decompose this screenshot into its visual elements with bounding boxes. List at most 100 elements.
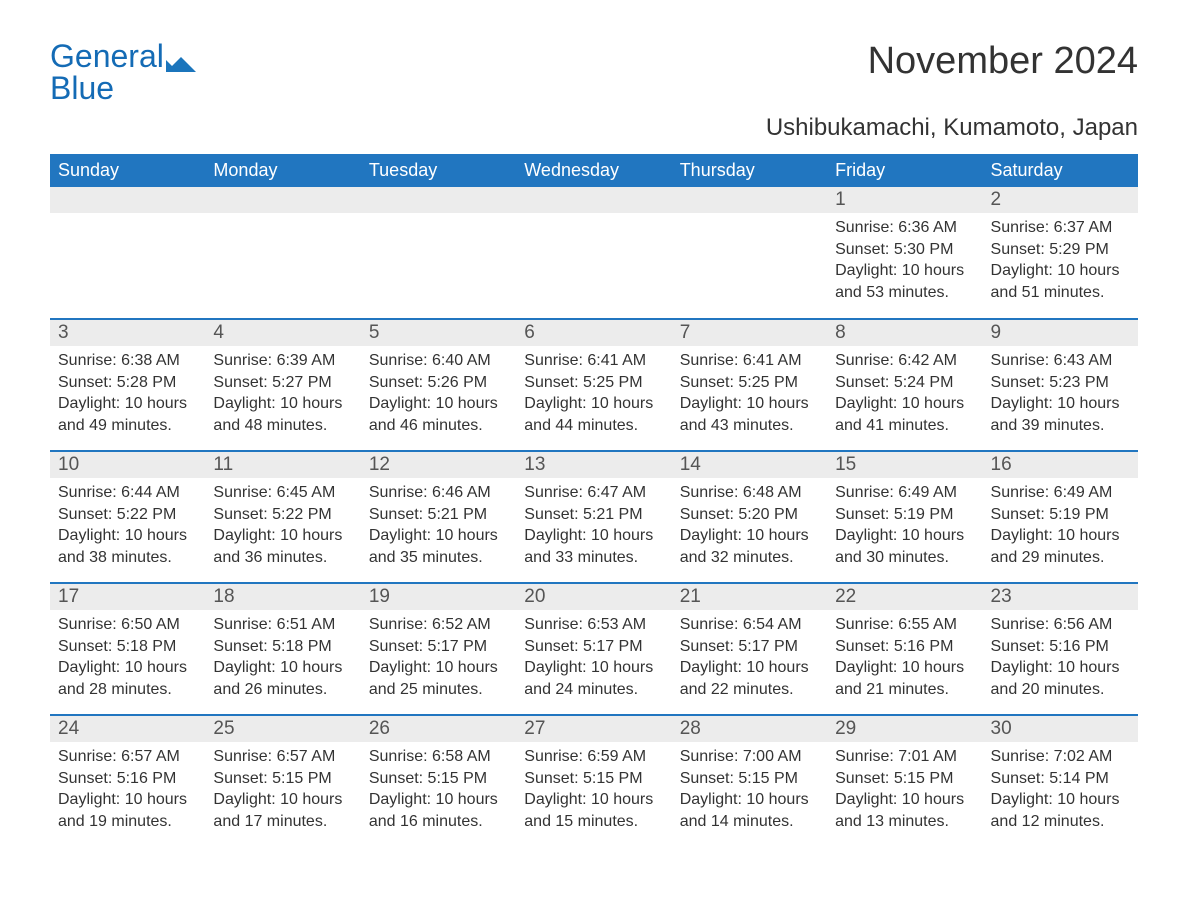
sunset-text: Sunset: 5:15 PM — [835, 768, 974, 790]
day-details: Sunrise: 6:48 AMSunset: 5:20 PMDaylight:… — [672, 478, 827, 576]
day-details: Sunrise: 6:41 AMSunset: 5:25 PMDaylight:… — [672, 346, 827, 444]
daylight-text: Daylight: 10 hours and 15 minutes. — [524, 789, 663, 832]
day-header: Thursday — [672, 154, 827, 187]
sunset-text: Sunset: 5:15 PM — [213, 768, 352, 790]
sunrise-text: Sunrise: 6:41 AM — [680, 350, 819, 372]
day-number: 14 — [672, 452, 827, 478]
page-title: November 2024 — [868, 40, 1138, 83]
daylight-text: Daylight: 10 hours and 49 minutes. — [58, 393, 197, 436]
sunrise-text: Sunrise: 7:00 AM — [680, 746, 819, 768]
calendar-week-row: 17Sunrise: 6:50 AMSunset: 5:18 PMDayligh… — [50, 583, 1138, 715]
daylight-text: Daylight: 10 hours and 39 minutes. — [991, 393, 1130, 436]
logo-text-blue: Blue — [50, 70, 114, 106]
day-header: Wednesday — [516, 154, 671, 187]
daylight-text: Daylight: 10 hours and 20 minutes. — [991, 657, 1130, 700]
sunset-text: Sunset: 5:22 PM — [58, 504, 197, 526]
day-details: Sunrise: 6:40 AMSunset: 5:26 PMDaylight:… — [361, 346, 516, 444]
sunrise-text: Sunrise: 6:46 AM — [369, 482, 508, 504]
sunset-text: Sunset: 5:15 PM — [524, 768, 663, 790]
sunrise-text: Sunrise: 7:01 AM — [835, 746, 974, 768]
day-number: 3 — [50, 320, 205, 346]
calendar-cell: 2Sunrise: 6:37 AMSunset: 5:29 PMDaylight… — [983, 187, 1138, 319]
sunset-text: Sunset: 5:24 PM — [835, 372, 974, 394]
sunset-text: Sunset: 5:25 PM — [680, 372, 819, 394]
day-details: Sunrise: 6:53 AMSunset: 5:17 PMDaylight:… — [516, 610, 671, 708]
sunrise-text: Sunrise: 6:54 AM — [680, 614, 819, 636]
day-details: Sunrise: 6:50 AMSunset: 5:18 PMDaylight:… — [50, 610, 205, 708]
sunset-text: Sunset: 5:27 PM — [213, 372, 352, 394]
calendar-week-row: 3Sunrise: 6:38 AMSunset: 5:28 PMDaylight… — [50, 319, 1138, 451]
calendar-cell: 19 Sunrise: 6:52 AMSunset: 5:17 PMDayligh… — [361, 583, 516, 715]
sunset-text: Sunset: 5:28 PM — [58, 372, 197, 394]
calendar-table: SundayMondayTuesdayWednesdayThursdayFrid… — [50, 154, 1138, 847]
sunrise-text: Sunrise: 6:57 AM — [58, 746, 197, 768]
calendar-cell: 24Sunrise: 6:57 AMSunset: 5:16 PMDayligh… — [50, 715, 205, 847]
calendar-cell: 6Sunrise: 6:41 AMSunset: 5:25 PMDaylight… — [516, 319, 671, 451]
day-number: 11 — [205, 452, 360, 478]
sunrise-text: Sunrise: 6:41 AM — [524, 350, 663, 372]
day-number: 18 — [205, 584, 360, 610]
sunrise-text: Sunrise: 6:52 AM — [369, 614, 508, 636]
sunrise-text: Sunrise: 6:48 AM — [680, 482, 819, 504]
day-details: Sunrise: 7:02 AMSunset: 5:14 PMDaylight:… — [983, 742, 1138, 840]
day-number: 19 — [361, 584, 516, 610]
daylight-text: Daylight: 10 hours and 16 minutes. — [369, 789, 508, 832]
calendar-cell — [361, 187, 516, 319]
sunset-text: Sunset: 5:17 PM — [369, 636, 508, 658]
daylight-text: Daylight: 10 hours and 38 minutes. — [58, 525, 197, 568]
day-number: 27 — [516, 716, 671, 742]
day-details: Sunrise: 6:51 AMSunset: 5:18 PMDaylight:… — [205, 610, 360, 708]
day-details: Sunrise: 6:44 AMSunset: 5:22 PMDaylight:… — [50, 478, 205, 576]
calendar-cell: 17Sunrise: 6:50 AMSunset: 5:18 PMDayligh… — [50, 583, 205, 715]
day-details: Sunrise: 6:39 AMSunset: 5:27 PMDaylight:… — [205, 346, 360, 444]
calendar-cell: 16Sunrise: 6:49 AMSunset: 5:19 PMDayligh… — [983, 451, 1138, 583]
calendar-cell: 9Sunrise: 6:43 AMSunset: 5:23 PMDaylight… — [983, 319, 1138, 451]
daylight-text: Daylight: 10 hours and 46 minutes. — [369, 393, 508, 436]
sunrise-text: Sunrise: 6:38 AM — [58, 350, 197, 372]
calendar-cell: 11Sunrise: 6:45 AMSunset: 5:22 PMDayligh… — [205, 451, 360, 583]
day-number: 9 — [983, 320, 1138, 346]
daylight-text: Daylight: 10 hours and 32 minutes. — [680, 525, 819, 568]
daylight-text: Daylight: 10 hours and 51 minutes. — [991, 260, 1130, 303]
calendar-cell: 14Sunrise: 6:48 AMSunset: 5:20 PMDayligh… — [672, 451, 827, 583]
calendar-cell: 15Sunrise: 6:49 AMSunset: 5:19 PMDayligh… — [827, 451, 982, 583]
sunrise-text: Sunrise: 6:50 AM — [58, 614, 197, 636]
day-number-empty — [205, 187, 360, 213]
calendar-cell: 20Sunrise: 6:53 AMSunset: 5:17 PMDayligh… — [516, 583, 671, 715]
sunset-text: Sunset: 5:23 PM — [991, 372, 1130, 394]
calendar-cell: 22Sunrise: 6:55 AMSunset: 5:16 PMDayligh… — [827, 583, 982, 715]
sunset-text: Sunset: 5:22 PM — [213, 504, 352, 526]
calendar-cell: 1Sunrise: 6:36 AMSunset: 5:30 PMDaylight… — [827, 187, 982, 319]
daylight-text: Daylight: 10 hours and 48 minutes. — [213, 393, 352, 436]
day-number: 7 — [672, 320, 827, 346]
day-header-row: SundayMondayTuesdayWednesdayThursdayFrid… — [50, 154, 1138, 187]
sunset-text: Sunset: 5:20 PM — [680, 504, 819, 526]
daylight-text: Daylight: 10 hours and 13 minutes. — [835, 789, 974, 832]
day-details: Sunrise: 6:46 AMSunset: 5:21 PMDaylight:… — [361, 478, 516, 576]
sunrise-text: Sunrise: 6:37 AM — [991, 217, 1130, 239]
calendar-cell: 8Sunrise: 6:42 AMSunset: 5:24 PMDaylight… — [827, 319, 982, 451]
daylight-text: Daylight: 10 hours and 19 minutes. — [58, 789, 197, 832]
day-number: 22 — [827, 584, 982, 610]
sunrise-text: Sunrise: 6:57 AM — [213, 746, 352, 768]
sunset-text: Sunset: 5:30 PM — [835, 239, 974, 261]
day-details: Sunrise: 7:01 AMSunset: 5:15 PMDaylight:… — [827, 742, 982, 840]
day-number: 17 — [50, 584, 205, 610]
sunrise-text: Sunrise: 6:40 AM — [369, 350, 508, 372]
sunset-text: Sunset: 5:18 PM — [213, 636, 352, 658]
sunrise-text: Sunrise: 6:44 AM — [58, 482, 197, 504]
day-number: 1 — [827, 187, 982, 213]
day-number: 28 — [672, 716, 827, 742]
sunset-text: Sunset: 5:16 PM — [58, 768, 197, 790]
sunset-text: Sunset: 5:15 PM — [680, 768, 819, 790]
day-details: Sunrise: 6:54 AMSunset: 5:17 PMDaylight:… — [672, 610, 827, 708]
day-number: 21 — [672, 584, 827, 610]
sunrise-text: Sunrise: 7:02 AM — [991, 746, 1130, 768]
day-number: 26 — [361, 716, 516, 742]
title-block: November 2024 — [868, 40, 1138, 83]
daylight-text: Daylight: 10 hours and 25 minutes. — [369, 657, 508, 700]
day-number-empty — [672, 187, 827, 213]
logo-flag-icon — [166, 52, 196, 72]
sunrise-text: Sunrise: 6:58 AM — [369, 746, 508, 768]
day-header: Tuesday — [361, 154, 516, 187]
